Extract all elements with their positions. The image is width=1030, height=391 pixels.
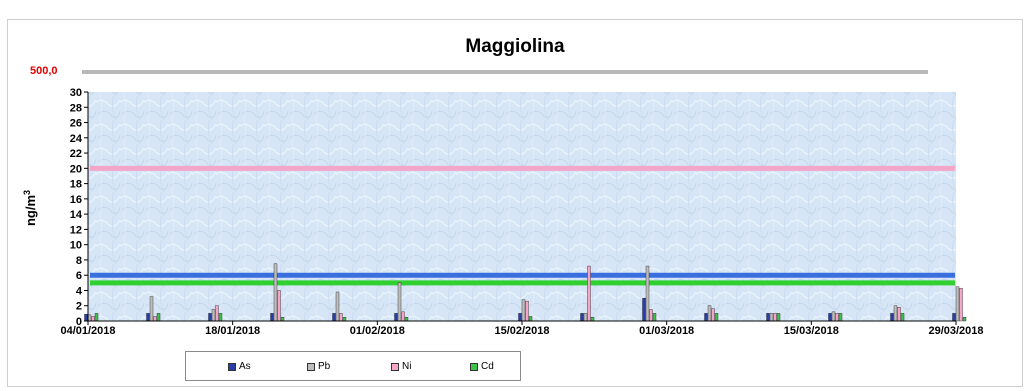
bar-pb-8 <box>583 313 588 322</box>
bar-ni-12 <box>835 313 839 322</box>
x-tick-label-6: 29/03/2018 <box>928 325 983 337</box>
bar-cd-1 <box>156 313 161 322</box>
bar-as-5 <box>394 313 398 322</box>
legend-swatch-ni <box>391 362 399 371</box>
bar-cd-0 <box>94 313 99 322</box>
bar-cd-2 <box>218 313 223 322</box>
bar-ni-10 <box>711 308 715 322</box>
bar-as-11 <box>766 313 770 322</box>
y-tick-label-16: 16 <box>70 194 82 206</box>
legend-label-pb: Pb <box>318 361 331 372</box>
bar-ni-5 <box>401 311 405 322</box>
bar-cd-4 <box>342 316 347 322</box>
y-tick-label-30: 30 <box>70 87 82 99</box>
bar-as-0 <box>84 313 88 322</box>
bar-as-2 <box>208 313 212 322</box>
bar-cd-9 <box>652 313 657 322</box>
bar-as-9 <box>642 297 646 322</box>
legend-label-ni: Ni <box>402 361 412 372</box>
bar-ni-2 <box>215 305 219 322</box>
bar-ni-13 <box>897 307 901 322</box>
x-tick-label-2: 01/02/2018 <box>350 325 405 337</box>
bar-pb-14 <box>955 286 960 322</box>
bar-as-7 <box>518 313 522 322</box>
legend-item-cd: Cd <box>470 361 494 372</box>
bar-ni-0 <box>91 316 95 322</box>
legend-swatch-cd <box>470 362 478 371</box>
bar-as-13 <box>890 313 894 322</box>
bar-pb-10 <box>707 305 712 322</box>
bar-ni-3 <box>277 290 281 322</box>
bar-as-8 <box>580 313 584 322</box>
x-tick-label-0: 04/01/2018 <box>60 325 115 337</box>
bar-as-4 <box>332 313 336 322</box>
pb-limit-label: 500,0 <box>30 65 58 77</box>
y-tick-label-20: 20 <box>70 163 82 175</box>
y-tick-label-18: 18 <box>70 179 82 191</box>
bar-cd-12 <box>838 313 843 322</box>
bar-ni-11 <box>773 313 777 322</box>
y-tick-label-0: 0 <box>76 316 82 328</box>
bar-as-3 <box>270 313 274 322</box>
legend-item-pb: Pb <box>307 361 330 372</box>
bar-cd-7 <box>528 316 533 322</box>
bar-cd-14 <box>962 316 967 322</box>
legend: As Pb Ni Cd <box>185 351 521 381</box>
legend-label-as: As <box>239 361 251 372</box>
y-tick-label-26: 26 <box>70 118 82 130</box>
legend-label-cd: Cd <box>481 361 494 372</box>
bar-as-10 <box>704 313 708 322</box>
legend-swatch-as <box>228 362 236 371</box>
y-tick-label-10: 10 <box>70 240 82 252</box>
bar-pb-3 <box>273 263 278 322</box>
bar-pb-2 <box>211 309 216 322</box>
bar-as-1 <box>146 313 150 322</box>
bar-pb-4 <box>335 291 340 322</box>
y-tick-label-22: 22 <box>70 148 82 160</box>
bar-pb-12 <box>831 311 836 322</box>
y-tick-label-2: 2 <box>76 301 82 313</box>
bar-pb-7 <box>521 299 526 322</box>
bar-as-12 <box>828 313 832 322</box>
y-tick-label-28: 28 <box>70 102 82 114</box>
bar-cd-10 <box>714 313 719 322</box>
bar-cd-3 <box>280 316 285 322</box>
legend-item-ni: Ni <box>391 361 411 372</box>
bar-pb-11 <box>769 313 774 322</box>
bar-pb-9 <box>645 265 650 322</box>
bars <box>84 263 967 322</box>
y-tick-label-24: 24 <box>70 133 83 145</box>
bar-cd-8 <box>590 316 595 322</box>
x-tick-label-5: 15/03/2018 <box>784 325 839 337</box>
chart-title: Maggiolina <box>465 36 565 57</box>
bar-ni-8 <box>587 265 591 322</box>
bar-ni-1 <box>153 316 157 322</box>
y-tick-label-14: 14 <box>70 209 83 221</box>
legend-item-as: As <box>228 361 251 372</box>
x-tick-label-1: 18/01/2018 <box>205 325 260 337</box>
bar-pb-1 <box>149 296 154 322</box>
limit-lines <box>82 70 955 286</box>
bar-ni-4 <box>339 313 343 322</box>
y-tick-label-8: 8 <box>76 255 82 267</box>
bar-as-14 <box>952 313 956 322</box>
bar-pb-13 <box>893 305 898 322</box>
plot-area <box>88 92 956 321</box>
bar-ni-9 <box>649 309 653 322</box>
legend-swatch-pb <box>307 362 315 371</box>
y-tick-label-12: 12 <box>70 224 82 236</box>
bar-ni-14 <box>959 287 963 322</box>
y-tick-label-6: 6 <box>76 270 82 282</box>
bar-ni-7 <box>525 300 529 322</box>
x-tick-label-4: 01/03/2018 <box>639 325 694 337</box>
y-tick-label-4: 4 <box>76 285 83 297</box>
bar-cd-5 <box>404 316 409 322</box>
bar-cd-13 <box>900 313 905 322</box>
bar-cd-11 <box>776 313 781 322</box>
bar-pb-5 <box>397 282 402 322</box>
x-tick-label-3: 15/02/2018 <box>494 325 549 337</box>
